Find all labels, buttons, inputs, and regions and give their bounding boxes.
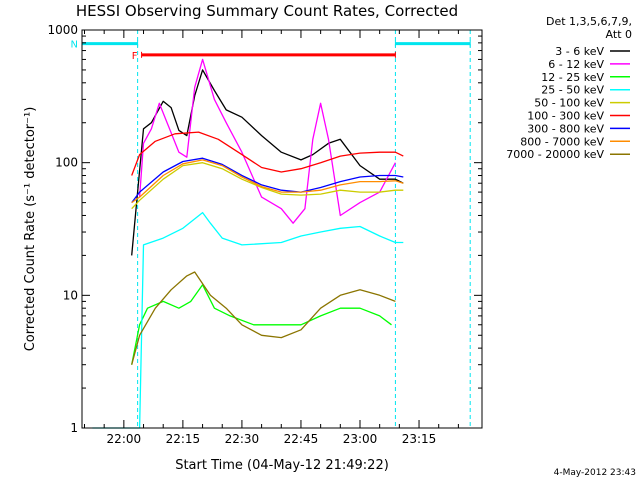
series-line-0 bbox=[131, 69, 404, 256]
series-line-5 bbox=[131, 131, 404, 176]
legend-label-2: 12 - 25 keV bbox=[541, 71, 604, 84]
y-tick-label-3: 1000 bbox=[47, 23, 78, 37]
flag-label-1: N bbox=[71, 40, 78, 51]
legend-label-4: 50 - 100 keV bbox=[534, 97, 604, 110]
legend-title-line-1: Det 1,3,5,6,7,9, bbox=[546, 15, 632, 28]
legend-label-7: 800 - 7000 keV bbox=[520, 135, 604, 148]
plot-area: FN bbox=[71, 30, 471, 429]
legend-label-6: 300 - 800 keV bbox=[527, 122, 604, 135]
series-line-1 bbox=[138, 58, 396, 224]
axes: 22:00 22:15 22:30 22:45 23:00 23:15 1 10 100 1000 bbox=[47, 23, 482, 446]
footer-timestamp: 4-May-2012 23:43 bbox=[554, 468, 636, 478]
flag-label-0: F bbox=[132, 51, 138, 62]
x-tick-label-1: 22:15 bbox=[166, 432, 201, 446]
legend-label-1: 6 - 12 keV bbox=[548, 58, 604, 71]
y-tick-label-0: 1 bbox=[70, 421, 78, 435]
x-tick-label-3: 22:45 bbox=[284, 432, 319, 446]
x-tick-label-2: 22:30 bbox=[225, 432, 260, 446]
legend-label-0: 3 - 6 keV bbox=[555, 45, 604, 58]
y-axis-label: Corrected Count Rate (s⁻¹ detector⁻¹) bbox=[23, 107, 38, 352]
chart-title: HESSI Observing Summary Count Rates, Cor… bbox=[76, 2, 458, 20]
y-tick-label-2: 100 bbox=[55, 156, 78, 170]
series-line-2 bbox=[131, 284, 392, 365]
legend-label-8: 7000 - 20000 keV bbox=[506, 148, 604, 161]
x-tick-label-0: 22:00 bbox=[107, 432, 142, 446]
legend-label-3: 25 - 50 keV bbox=[541, 84, 604, 97]
y-tick-label-1: 10 bbox=[63, 288, 78, 302]
series-line-4 bbox=[131, 162, 404, 210]
x-tick-label-5: 23:15 bbox=[402, 432, 437, 446]
series-line-7 bbox=[131, 159, 404, 204]
x-axis-label: Start Time (04-May-12 21:49:22) bbox=[175, 458, 389, 473]
series-line-8 bbox=[131, 271, 396, 365]
plot-frame bbox=[81, 29, 483, 429]
series-line-3 bbox=[92, 211, 404, 429]
legend-label-5: 100 - 300 keV bbox=[527, 110, 604, 123]
x-tick-label-4: 23:00 bbox=[343, 432, 378, 446]
legend-title-line-2: Att 0 bbox=[606, 28, 632, 41]
series-line-6 bbox=[131, 157, 404, 203]
